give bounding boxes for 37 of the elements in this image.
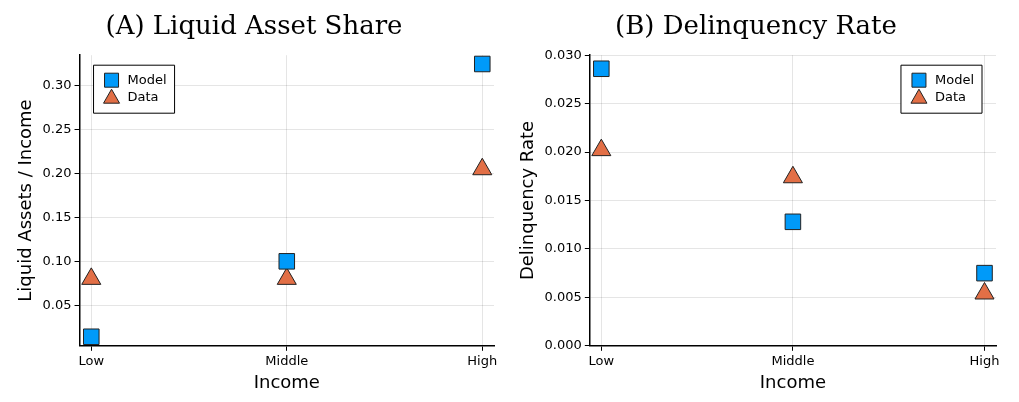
- legend-label: Data: [934, 88, 967, 104]
- point: [974, 281, 995, 300]
- y-tick-label: 0.25: [42, 121, 72, 137]
- y-tick-label: 0.005: [544, 288, 582, 304]
- y-tick-label: 0.025: [544, 95, 582, 111]
- y-axis-title: Delinquency Rate: [516, 120, 538, 281]
- y-axis-title: Liquid Assets / Income: [14, 99, 36, 302]
- legend-label: Model: [934, 71, 975, 87]
- point: [591, 138, 612, 157]
- x-axis-title: Income: [253, 370, 320, 392]
- point: [782, 165, 803, 184]
- chart-title: (A) Liquid Asset Share: [105, 10, 403, 41]
- y-tick-label: 0.20: [42, 164, 72, 180]
- y-tick-label: 0.30: [42, 77, 72, 93]
- point: [81, 267, 102, 285]
- y-tick-label: 0.015: [544, 191, 582, 207]
- x-tick-label: Middle: [265, 352, 309, 368]
- point: [593, 60, 610, 78]
- point: [472, 157, 493, 176]
- y-tick-label: 0.10: [42, 252, 72, 268]
- x-tick-label: High: [467, 352, 498, 368]
- x-tick-label: Low: [588, 352, 615, 368]
- x-tick-label: Low: [78, 352, 105, 368]
- chart-title: (B) Delinquency Rate: [615, 10, 897, 41]
- y-tick-label: 0.010: [544, 240, 582, 256]
- y-tick-label: 0.000: [544, 337, 582, 353]
- y-tick-label: 0.15: [42, 208, 72, 224]
- y-tick-label: 0.05: [42, 296, 72, 312]
- y-tick-label: 0.030: [544, 46, 582, 62]
- point: [276, 267, 297, 285]
- point: [473, 55, 491, 73]
- legend-label: Data: [127, 88, 159, 104]
- legend-label: Model: [127, 71, 167, 87]
- x-tick-label: Middle: [771, 352, 815, 368]
- x-axis-title: Income: [759, 370, 827, 392]
- y-tick-label: 0.020: [544, 143, 582, 159]
- x-tick-label: High: [969, 352, 1000, 368]
